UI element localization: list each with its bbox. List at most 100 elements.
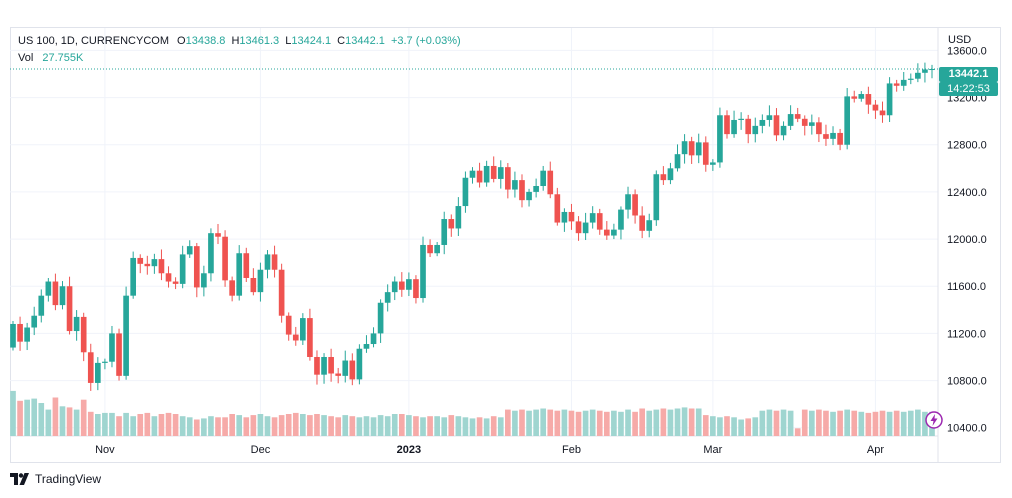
close-value: 13442.1	[345, 35, 385, 47]
volume-bar	[363, 416, 370, 436]
volume-bar	[660, 408, 667, 436]
candle-body	[165, 273, 172, 282]
volume-bar	[300, 414, 306, 436]
candle-body	[271, 254, 278, 270]
volume-bar	[123, 412, 129, 436]
volume-bar	[582, 410, 589, 436]
last-price-badge: 13442.1	[939, 67, 998, 82]
candle-body	[808, 122, 815, 126]
candle-body	[17, 323, 23, 342]
volume-bar	[448, 415, 455, 436]
currency-label[interactable]: USD	[948, 34, 972, 46]
volume-bar	[87, 411, 94, 436]
volume-bar	[52, 397, 59, 436]
candle-body	[830, 132, 836, 139]
volume-bar	[10, 390, 16, 436]
volume-bar	[568, 410, 575, 436]
volume-bar	[377, 415, 384, 436]
ohlc-legend: US 100, 1D, CURRENCYCOM O13438.8 H13461.…	[18, 35, 461, 47]
candle-body	[688, 141, 695, 156]
candle-body	[717, 115, 723, 163]
change-value: +3.7 (+0.03%)	[390, 35, 461, 47]
volume-bar	[257, 414, 264, 436]
volume-bar	[469, 418, 476, 436]
candle-body	[603, 229, 610, 236]
symbol-label[interactable]: US 100, 1D, CURRENCYCOM	[18, 35, 169, 47]
volume-bar	[787, 410, 794, 436]
volume-bar	[561, 409, 568, 436]
volume-bar	[724, 416, 730, 436]
candle-body	[907, 78, 914, 80]
volume-value: 27.755K	[42, 52, 84, 64]
candle-body	[201, 273, 207, 288]
volume-bar	[490, 416, 497, 436]
volume-bar	[618, 411, 624, 436]
open-value: 13438.8	[185, 35, 226, 47]
candle-body	[342, 360, 349, 376]
volume-label[interactable]: Vol	[18, 52, 34, 64]
volume-bar	[427, 416, 433, 436]
candle-body	[292, 334, 299, 341]
candle-body	[816, 122, 822, 135]
volume-bar	[653, 409, 660, 436]
volume-bar	[17, 400, 23, 436]
candle-body	[469, 170, 476, 178]
candle-body	[724, 115, 730, 135]
candle-body	[250, 277, 257, 293]
volume-bar	[505, 409, 511, 436]
candle-body	[490, 165, 497, 179]
y-tick-label: 12800.0	[947, 140, 987, 152]
candle-body	[406, 279, 412, 290]
volume-bar	[172, 414, 179, 436]
volume-bar	[844, 409, 850, 436]
candle-body	[102, 361, 108, 363]
low-label: L	[285, 35, 292, 47]
volume-bar	[808, 410, 815, 436]
lightning-event-icon[interactable]	[925, 411, 943, 429]
candle-body	[87, 352, 94, 383]
volume-bar	[865, 412, 872, 436]
candle-body	[794, 114, 801, 119]
x-tick-label: Feb	[562, 444, 581, 456]
volume-bar	[738, 419, 744, 436]
candle-body	[702, 142, 709, 165]
candle-body	[462, 177, 469, 207]
volume-bar	[731, 417, 737, 436]
candle-body	[370, 333, 377, 345]
candle-body	[73, 316, 80, 332]
volume-bar	[780, 409, 787, 436]
candle-body	[596, 213, 603, 230]
volume-bar	[717, 417, 723, 436]
volume-bar	[413, 416, 419, 436]
volume-bar	[95, 414, 101, 436]
volume-bar	[31, 398, 38, 436]
bar-countdown: 14:22:53	[939, 82, 998, 96]
candle-body	[497, 167, 504, 179]
y-tick-label: 13600.0	[947, 45, 987, 57]
candle-body	[158, 259, 165, 274]
candle-body	[582, 222, 589, 234]
candle-body	[80, 316, 87, 353]
chart-frame[interactable]	[10, 27, 1001, 463]
volume-bar	[116, 416, 122, 436]
volume-bar	[229, 414, 235, 436]
volume-bar	[893, 410, 900, 436]
volume-bar	[554, 410, 561, 436]
candle-body	[738, 118, 744, 120]
volume-bar	[575, 411, 582, 436]
candle-body	[321, 356, 327, 375]
candle-body	[865, 94, 872, 105]
tradingview-logo[interactable]: TradingView	[10, 472, 101, 486]
volume-bar	[922, 411, 928, 436]
candle-body	[356, 348, 363, 380]
volume-bar	[271, 417, 278, 436]
candle-body	[448, 219, 455, 229]
volume-bar	[285, 414, 292, 436]
volume-bar	[667, 409, 674, 436]
y-tick-label: 11600.0	[947, 281, 986, 293]
candle-body	[137, 257, 144, 264]
volume-bar	[879, 410, 886, 436]
volume-bar	[201, 418, 207, 436]
candle-body	[519, 180, 525, 201]
